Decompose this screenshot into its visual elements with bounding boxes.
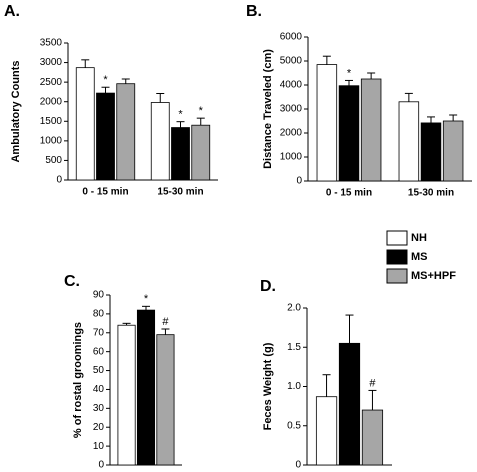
panel-label: B. xyxy=(246,3,262,20)
annotation: * xyxy=(144,293,149,305)
error-bar xyxy=(427,116,435,123)
error-bar xyxy=(122,322,131,326)
bar xyxy=(150,102,170,181)
y-tick-label: 70 xyxy=(93,327,105,338)
y-tick-label: 1000 xyxy=(40,135,63,146)
y-axis-label: Ambulatory Counts xyxy=(10,60,22,162)
y-tick-label: 50 xyxy=(93,365,105,376)
bar xyxy=(96,92,115,181)
error-bar xyxy=(196,117,205,126)
error-bar xyxy=(367,72,376,79)
y-tick-label: 3500 xyxy=(40,38,63,49)
y-axis-label: Distance Traveled (cm) xyxy=(262,49,274,169)
annotation: * xyxy=(178,109,183,121)
bar xyxy=(75,67,95,181)
error-bar xyxy=(176,121,185,128)
bar xyxy=(116,83,136,181)
error-bar xyxy=(81,59,90,68)
bar xyxy=(442,120,464,182)
bar xyxy=(338,85,360,182)
y-tick-label: 6000 xyxy=(280,32,303,43)
y-tick-label: 30 xyxy=(93,403,105,414)
y-tick-label: 5000 xyxy=(280,56,303,67)
y-tick-label: 3000 xyxy=(40,57,63,68)
x-tick-label: 0 - 15 min xyxy=(82,187,128,198)
bar xyxy=(315,396,338,466)
y-tick-label: 1000 xyxy=(280,152,303,163)
annotation: * xyxy=(103,74,108,86)
error-bar xyxy=(121,78,130,84)
y-tick-label: 2000 xyxy=(40,96,63,107)
legend-label: NH xyxy=(411,232,427,244)
x-tick-label: 15-30 min xyxy=(157,187,203,198)
annotation: # xyxy=(162,316,169,328)
y-tick-label: 3000 xyxy=(280,104,303,115)
bar xyxy=(117,324,136,466)
bar xyxy=(398,101,420,182)
annotation: * xyxy=(347,67,352,79)
legend-swatch xyxy=(386,249,408,265)
y-axis-label: % of rostal groomings xyxy=(72,322,84,438)
bar xyxy=(361,409,384,466)
error-bar xyxy=(142,305,150,311)
error-bar xyxy=(322,374,331,397)
y-tick-label: 1.0 xyxy=(287,381,301,392)
annotation: # xyxy=(369,377,376,389)
annotation: * xyxy=(199,105,204,117)
bar xyxy=(191,124,211,181)
y-tick-label: 60 xyxy=(93,346,105,357)
y-tick-label: 0 xyxy=(98,460,104,471)
error-bar xyxy=(101,86,110,94)
y-tick-label: 10 xyxy=(93,441,105,452)
bar xyxy=(420,122,442,182)
x-tick-label: 0 - 15 min xyxy=(326,188,372,199)
y-tick-label: 40 xyxy=(93,384,105,395)
y-tick-label: 80 xyxy=(93,309,105,320)
bar xyxy=(171,127,190,181)
y-tick-label: 2.0 xyxy=(287,303,301,314)
error-bar xyxy=(345,314,354,344)
bar xyxy=(316,64,338,182)
y-tick-label: 90 xyxy=(93,290,105,301)
error-bar xyxy=(156,92,165,103)
panel-label: D. xyxy=(260,278,276,295)
y-tick-label: 2500 xyxy=(40,77,63,88)
y-tick-label: 20 xyxy=(93,422,105,433)
y-tick-label: 500 xyxy=(45,155,62,166)
legend-swatch xyxy=(386,230,408,246)
error-bar xyxy=(449,114,458,121)
y-tick-label: 0 xyxy=(296,176,302,187)
panel-label: A. xyxy=(4,3,20,20)
y-tick-label: 2000 xyxy=(280,128,303,139)
y-tick-label: 0 xyxy=(295,460,301,471)
legend-label: MS xyxy=(411,251,428,263)
y-tick-label: 0 xyxy=(56,175,62,186)
y-tick-label: 1.5 xyxy=(287,342,301,353)
bar xyxy=(136,309,156,466)
y-tick-label: 0.5 xyxy=(287,420,301,431)
panel-label: C. xyxy=(64,273,80,290)
bar xyxy=(338,342,361,466)
legend-swatch xyxy=(386,268,408,284)
y-axis-label: Feces Weight (g) xyxy=(262,342,274,430)
y-tick-label: 1500 xyxy=(40,116,63,127)
legend-label: MS+HPF xyxy=(411,270,456,282)
y-tick-label: 4000 xyxy=(280,80,303,91)
error-bar xyxy=(368,389,377,411)
error-bar xyxy=(161,328,170,335)
x-tick-label: 15-30 min xyxy=(408,188,454,199)
error-bar xyxy=(404,92,413,102)
error-bar xyxy=(345,79,353,86)
error-bar xyxy=(322,55,331,65)
bar xyxy=(156,334,175,466)
bar xyxy=(360,78,382,182)
